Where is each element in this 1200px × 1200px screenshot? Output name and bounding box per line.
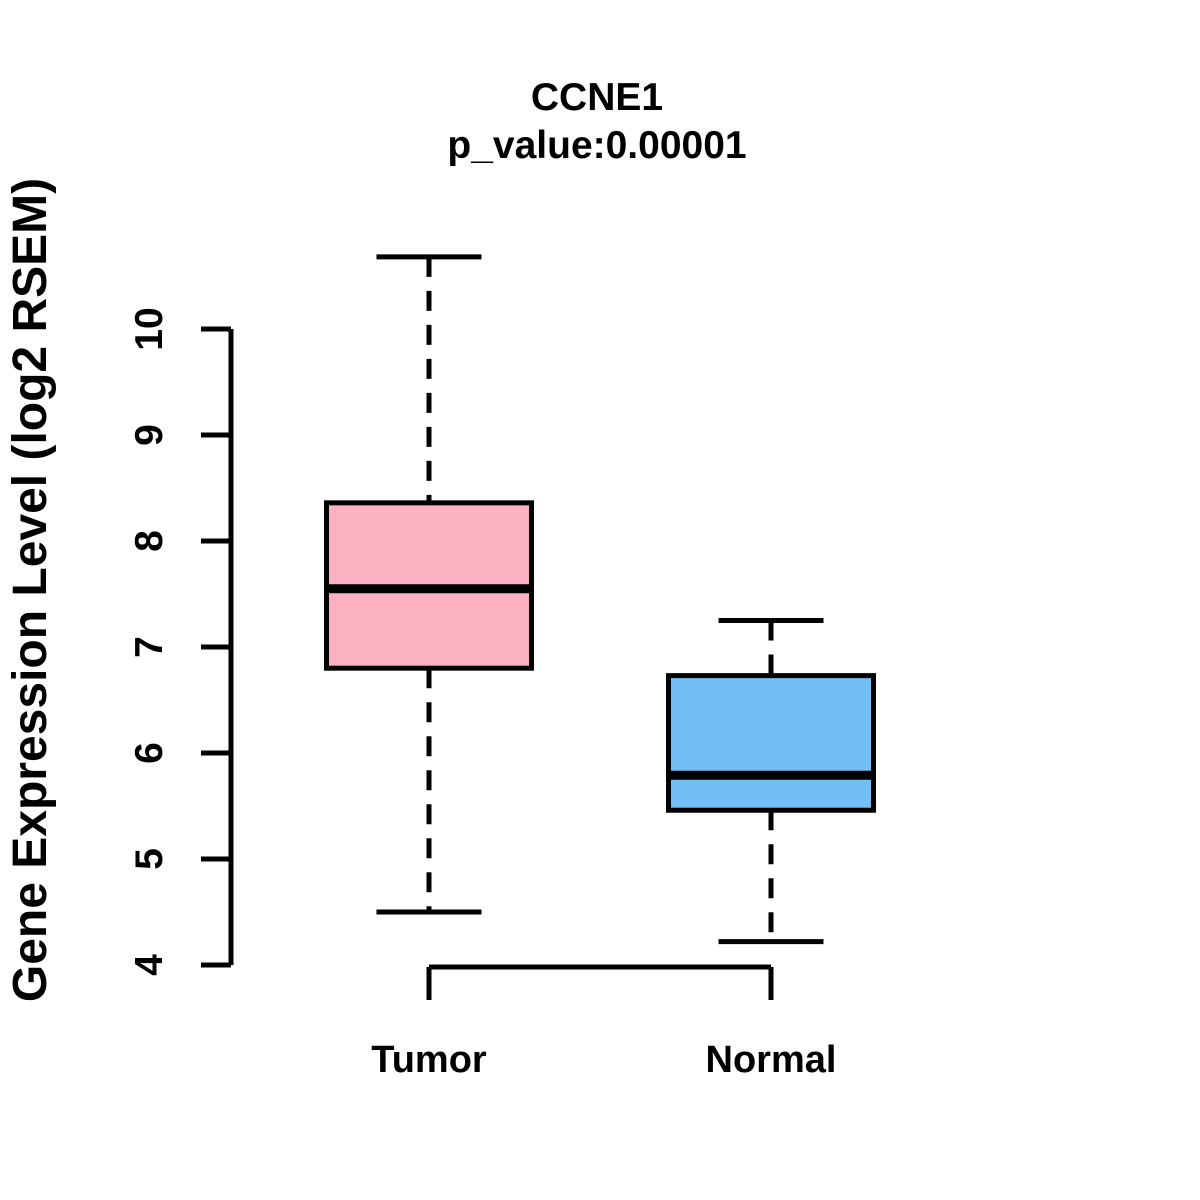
chart-title: CCNE1	[531, 76, 663, 119]
x-axis: Tumor Normal	[371, 964, 837, 1081]
y-axis-label: Gene Expression Level (log2 RSEM)	[4, 178, 57, 1002]
box-series	[324, 254, 876, 945]
y-axis: 4 5 6 7 8 9 10	[128, 307, 234, 976]
x-tick-label-normal: Normal	[706, 1039, 837, 1081]
chart-subtitle: p_value:0.00001	[447, 124, 746, 167]
y-tick-label: 4	[128, 954, 171, 976]
normal-box	[666, 673, 876, 813]
y-tick-label: 7	[128, 636, 171, 658]
y-tick-label: 9	[128, 424, 171, 446]
x-tick-label-tumor: Tumor	[371, 1039, 487, 1081]
y-tick-label: 8	[128, 530, 171, 552]
y-tick-label: 10	[128, 307, 171, 350]
y-tick-label: 5	[128, 848, 171, 870]
y-tick-label: 6	[128, 742, 171, 764]
